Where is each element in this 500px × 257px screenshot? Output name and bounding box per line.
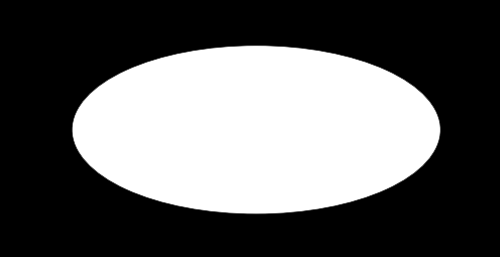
Ellipse shape xyxy=(72,46,440,214)
